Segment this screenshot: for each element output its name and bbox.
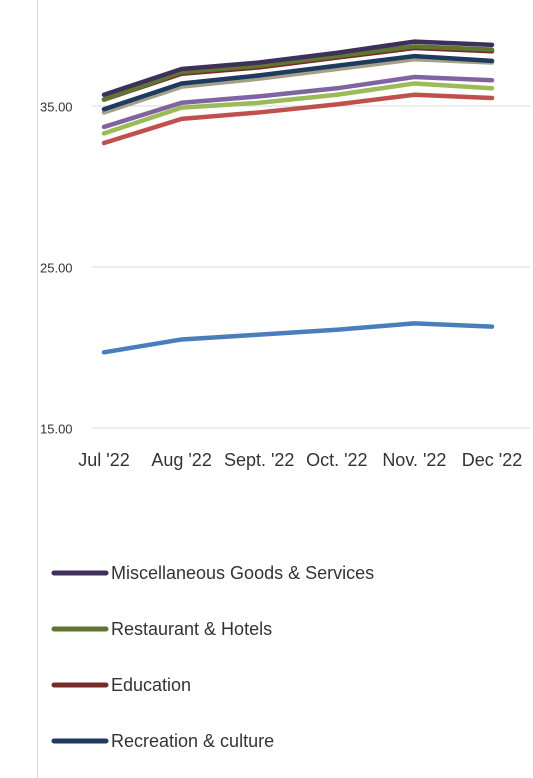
series-line <box>101 321 495 355</box>
x-tick-label: Nov. '22 <box>382 450 447 470</box>
legend-label: Restaurant & Hotels <box>111 619 272 639</box>
series-line <box>101 81 495 136</box>
series-line <box>101 57 495 115</box>
series-line <box>101 92 495 146</box>
x-tick-label: Jul '22 <box>78 450 130 470</box>
y-tick-label: 25.00 <box>40 260 73 275</box>
x-tick-label: Sept. '22 <box>223 450 295 470</box>
series-line <box>101 44 495 102</box>
y-tick-label: 15.00 <box>40 421 73 436</box>
y-tick-label: 35.00 <box>40 99 73 114</box>
legend-label: Recreation & culture <box>111 731 274 751</box>
series-line <box>101 39 495 97</box>
x-tick-label: Dec '22 <box>461 450 523 470</box>
x-tick-label: Oct. '22 <box>306 450 368 470</box>
x-tick-label: Aug '22 <box>151 450 212 470</box>
legend-label: Education <box>111 675 191 695</box>
series-line <box>101 74 495 130</box>
series-line <box>101 53 495 112</box>
legend-label: Miscellaneous Goods & Services <box>111 563 374 583</box>
